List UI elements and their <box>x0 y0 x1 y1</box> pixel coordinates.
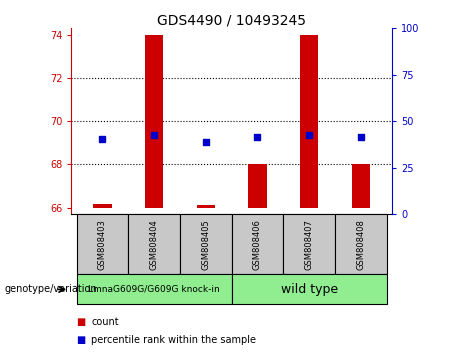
Text: ■: ■ <box>76 317 85 327</box>
Bar <box>94 205 112 208</box>
Text: percentile rank within the sample: percentile rank within the sample <box>91 335 256 345</box>
Text: GSM808406: GSM808406 <box>253 219 262 270</box>
Bar <box>300 35 318 208</box>
Bar <box>248 165 266 208</box>
Bar <box>145 35 163 208</box>
Bar <box>128 214 180 274</box>
Text: LmnaG609G/G609G knock-in: LmnaG609G/G609G knock-in <box>88 285 220 294</box>
Bar <box>284 214 335 274</box>
Bar <box>231 214 284 274</box>
Text: GSM808403: GSM808403 <box>98 219 107 270</box>
Bar <box>197 205 215 208</box>
Text: ■: ■ <box>76 335 85 345</box>
Text: GSM808407: GSM808407 <box>305 219 313 270</box>
Text: GSM808404: GSM808404 <box>150 219 159 270</box>
Bar <box>180 214 231 274</box>
Bar <box>352 165 370 208</box>
Title: GDS4490 / 10493245: GDS4490 / 10493245 <box>157 13 306 27</box>
Text: GSM808408: GSM808408 <box>356 219 366 270</box>
Text: GSM808405: GSM808405 <box>201 219 210 270</box>
Bar <box>231 274 387 304</box>
Text: genotype/variation: genotype/variation <box>5 284 97 295</box>
Bar <box>77 214 128 274</box>
Text: count: count <box>91 317 119 327</box>
Bar <box>77 274 231 304</box>
Text: wild type: wild type <box>281 283 338 296</box>
Bar <box>335 214 387 274</box>
